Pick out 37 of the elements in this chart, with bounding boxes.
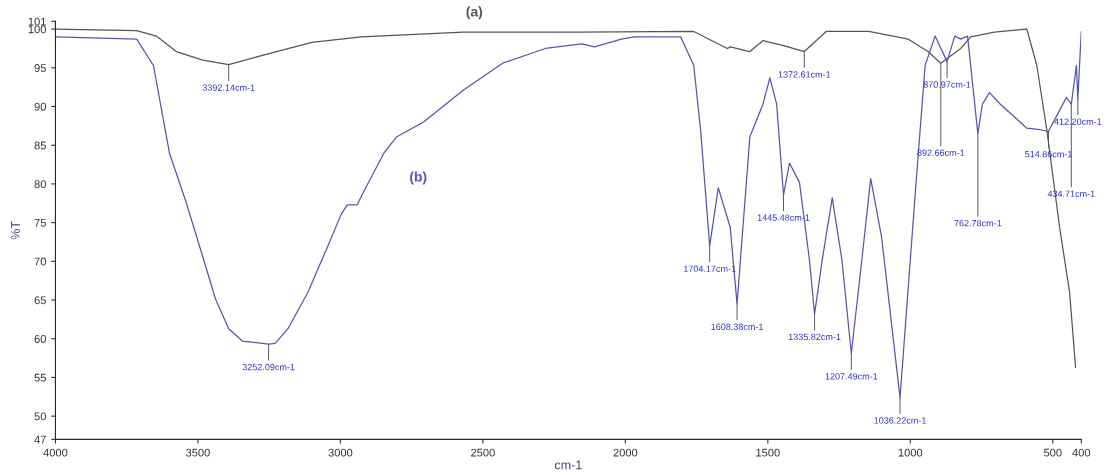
y-tick-label: 47 xyxy=(34,435,46,444)
annotation: 762.78cm-1 xyxy=(954,219,1002,227)
y-tick-label: 80 xyxy=(34,180,46,189)
series-label: (a) xyxy=(466,6,483,20)
y-tick-label: 55 xyxy=(34,373,46,382)
y-tick-label: 75 xyxy=(34,219,46,227)
y-tick-label: 101 xyxy=(28,17,46,26)
annotation: 1608.38cm-1 xyxy=(711,323,763,330)
annotation: 1372.61cm-1 xyxy=(778,71,831,78)
annotation: 1207.49cm-1 xyxy=(825,373,878,380)
y-axis-title: %T xyxy=(11,221,20,240)
x-tick-label: 1500 xyxy=(756,448,780,457)
x-tick-label: 3000 xyxy=(328,448,353,457)
y-tick-label: 65 xyxy=(34,296,46,305)
y-tick-label: 50 xyxy=(34,412,46,421)
x-tick-label: 2500 xyxy=(471,448,495,457)
annotation: 3392.14cm-1 xyxy=(202,84,255,91)
annotation: 1036.22cm-1 xyxy=(874,417,926,424)
y-tick-label: 100 xyxy=(28,25,46,34)
x-tick-label: 3500 xyxy=(185,448,210,457)
annotation: 1335.82cm-1 xyxy=(788,333,841,341)
x-tick-label: 4000 xyxy=(43,448,68,457)
y-tick-label: 85 xyxy=(34,141,46,150)
annotation: 1445.48cm-1 xyxy=(757,214,810,221)
text: (b) xyxy=(410,171,427,185)
x-tick-label: 500 xyxy=(1043,448,1062,457)
y-tick-label: 60 xyxy=(34,335,46,343)
annotation: 434.71cm-1 xyxy=(1047,190,1095,197)
x-tick-label: 1000 xyxy=(898,448,923,457)
y-tick-label: 90 xyxy=(34,102,46,111)
annotation: 3252.09cm-1 xyxy=(242,363,295,371)
y-tick-label: 95 xyxy=(34,64,46,72)
x-tick-label: 400 xyxy=(1072,448,1091,457)
x-tick-label: 2000 xyxy=(613,448,638,457)
x-axis-title: cm-1 xyxy=(555,460,582,470)
y-tick-label: 70 xyxy=(34,257,46,266)
annotation: 1704.17cm-1 xyxy=(684,265,736,272)
